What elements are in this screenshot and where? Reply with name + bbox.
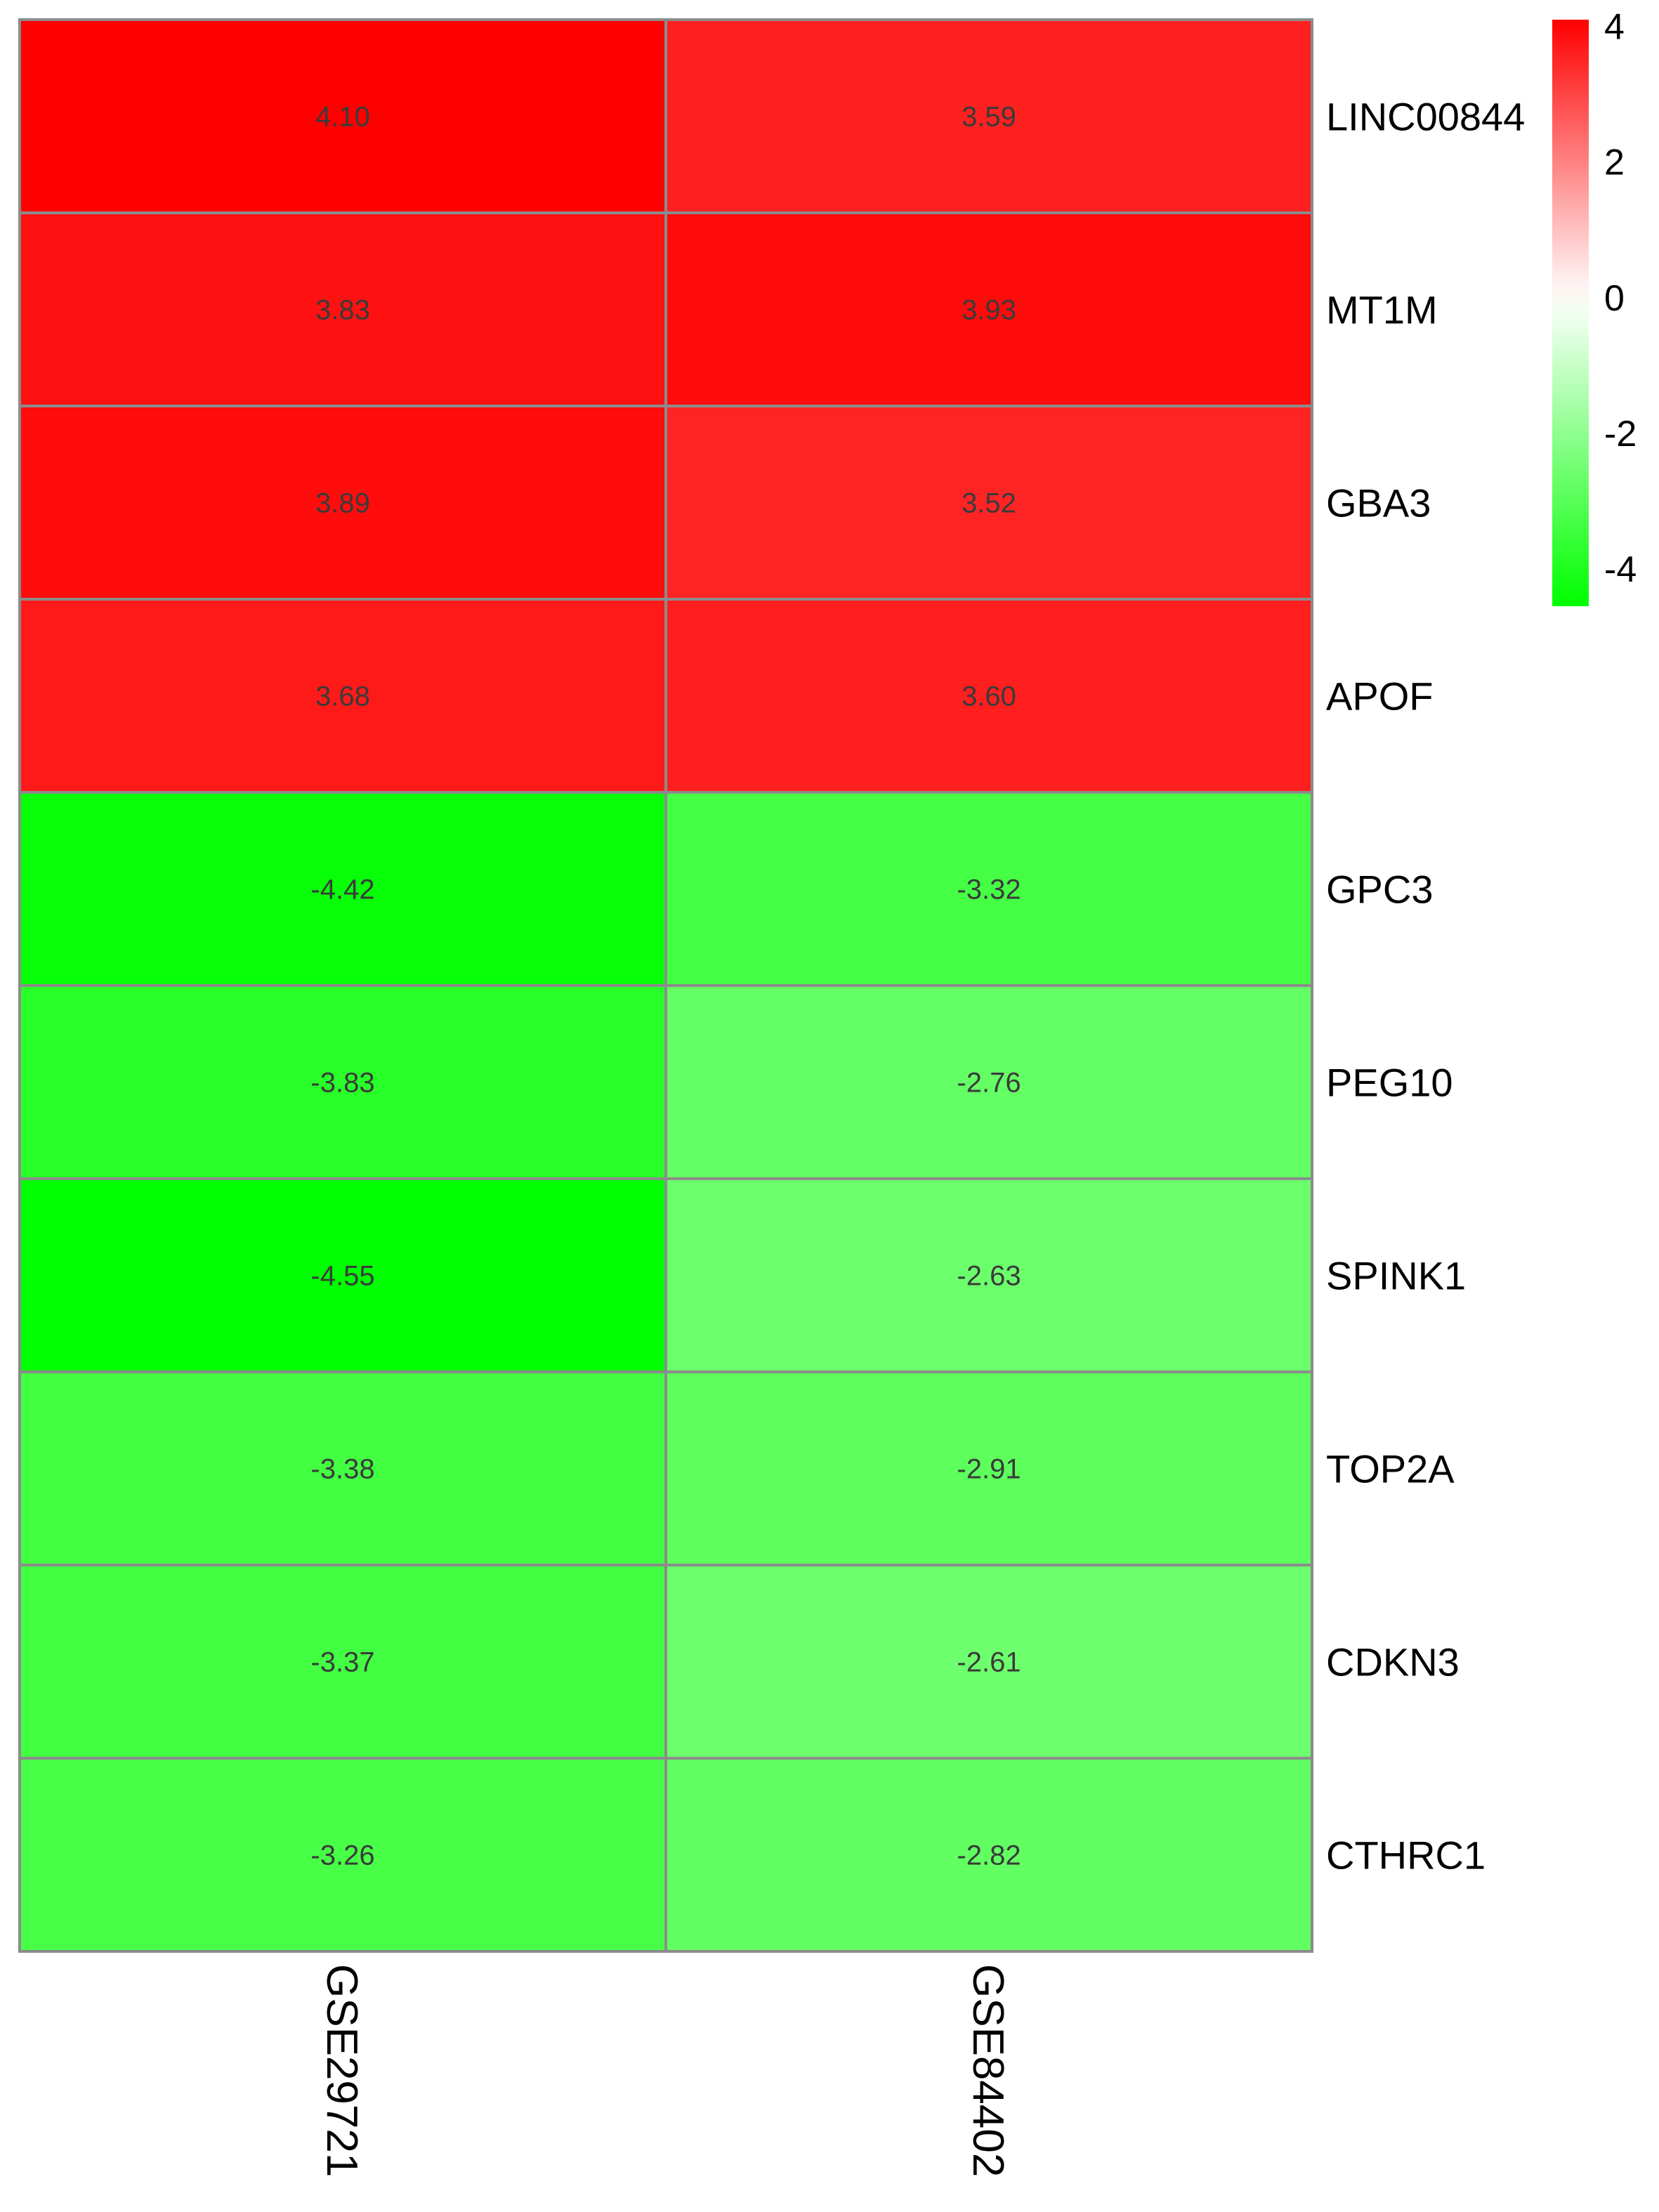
heatmap-cell — [18, 1564, 667, 1760]
cell-value-label: 3.89 — [315, 488, 370, 519]
heatmap-cell — [18, 1757, 667, 1953]
cell-value-label: -3.32 — [957, 875, 1021, 905]
row-label: GPC3 — [1326, 868, 1434, 912]
cell-value-label: 3.93 — [962, 295, 1016, 326]
column-label: GSE84402 — [964, 1964, 1012, 2177]
heatmap-cell — [664, 1370, 1313, 1566]
heatmap-cell — [18, 211, 667, 407]
legend-tick-label: 0 — [1604, 278, 1625, 319]
cell-value-label: -2.63 — [957, 1261, 1021, 1292]
heatmap-cell — [664, 1757, 1313, 1953]
cell-value-label: -4.55 — [310, 1261, 374, 1292]
row-label: GBA3 — [1326, 481, 1431, 525]
legend-tick-label: 4 — [1604, 7, 1625, 48]
row-label: APOF — [1326, 674, 1433, 719]
cell-value-label: -2.61 — [957, 1647, 1021, 1678]
heatmap-cell — [18, 1177, 667, 1373]
cell-value-label: 3.68 — [315, 681, 370, 712]
legend-tick-label: -2 — [1604, 414, 1637, 454]
row-label: LINC00844 — [1326, 95, 1525, 139]
heatmap-cell — [18, 1370, 667, 1566]
column-label: GSE29721 — [317, 1964, 366, 2177]
legend-tick-label: 2 — [1604, 143, 1625, 183]
cell-value-label: -4.42 — [310, 875, 374, 905]
heatmap-cells: 4.10 3.59 3.83 3.93 3.89 3.52 3.68 3.60 -4.42 -3.… — [18, 18, 1313, 1953]
color-legend: 4 2 0 -2 -4 — [1552, 7, 1637, 606]
heatmap-cell — [18, 18, 667, 214]
row-label: CDKN3 — [1326, 1640, 1460, 1684]
cell-value-label: -3.37 — [310, 1647, 374, 1678]
heatmap-cell — [664, 18, 1313, 214]
cell-value-label: 3.83 — [315, 295, 370, 326]
legend-color-bar — [1552, 20, 1589, 606]
row-label: TOP2A — [1326, 1447, 1455, 1491]
cell-value-label: -3.26 — [310, 1840, 374, 1871]
row-label: SPINK1 — [1326, 1254, 1466, 1298]
legend-tick-label: -4 — [1604, 549, 1637, 590]
cell-value-label: -2.82 — [957, 1840, 1021, 1871]
cell-value-label: -3.38 — [310, 1454, 374, 1485]
heatmap-cell — [664, 1564, 1313, 1760]
row-label: CTHRC1 — [1326, 1833, 1486, 1878]
cell-value-label: 4.10 — [315, 102, 370, 133]
heatmap-cell — [664, 791, 1313, 987]
cell-value-label: 3.60 — [962, 681, 1016, 712]
cell-value-label: 3.52 — [962, 488, 1016, 519]
cell-value-label: -3.83 — [310, 1068, 374, 1099]
heatmap-cell — [664, 984, 1313, 1180]
heatmap-cell — [664, 598, 1313, 794]
row-labels: LINC00844 MT1M GBA3 APOF GPC3 PEG10 SPINK1 TOP2… — [1326, 95, 1525, 1878]
heatmap-cell — [18, 405, 667, 601]
cell-value-label: -2.91 — [957, 1454, 1021, 1485]
heatmap-cell — [664, 405, 1313, 601]
column-labels: GSE29721 GSE84402 — [317, 1964, 1012, 2177]
heatmap-cell — [664, 211, 1313, 407]
cell-value-label: -2.76 — [957, 1068, 1021, 1099]
row-label: MT1M — [1326, 288, 1438, 332]
row-label: PEG10 — [1326, 1061, 1453, 1105]
cell-value-label: 3.59 — [962, 102, 1016, 133]
heatmap-cell — [664, 1177, 1313, 1373]
